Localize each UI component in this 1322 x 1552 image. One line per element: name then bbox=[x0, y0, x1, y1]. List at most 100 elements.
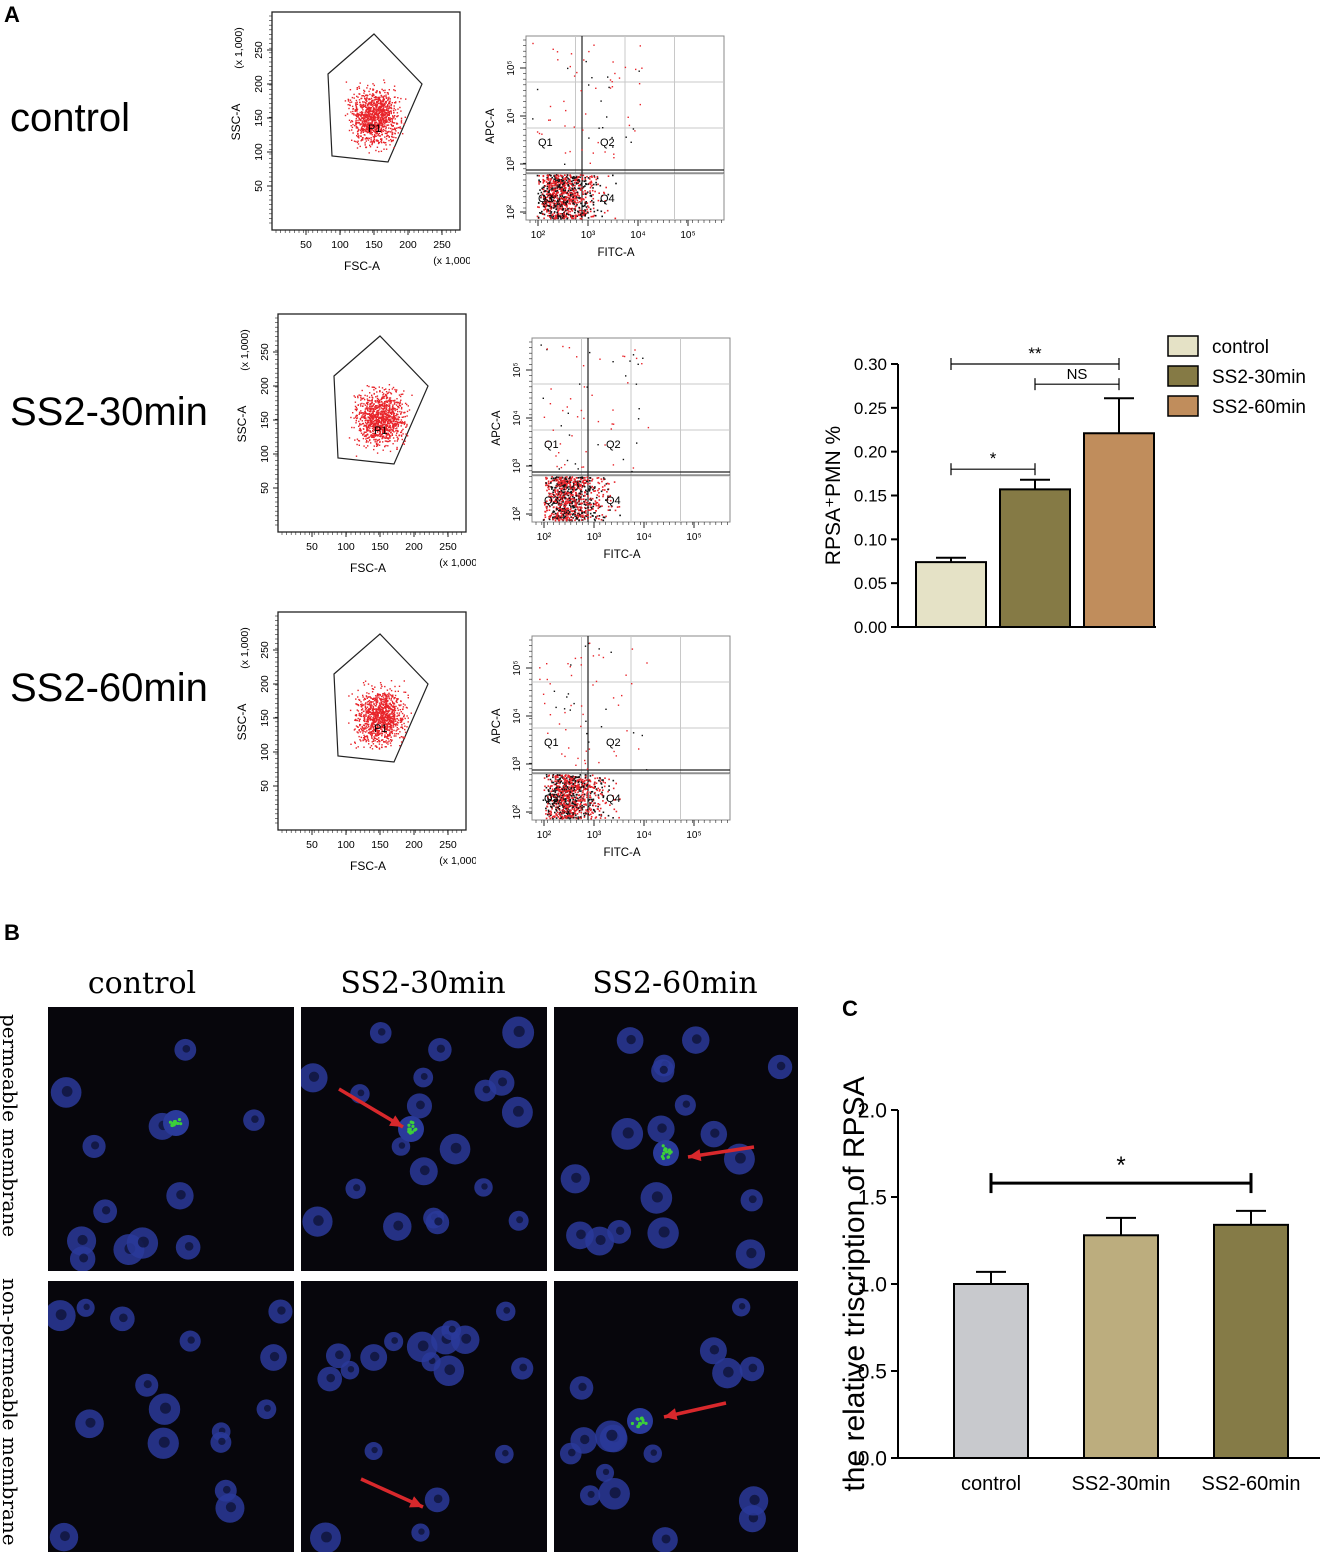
y-axis-label: APC-A bbox=[491, 708, 503, 743]
nucleus-core bbox=[398, 1142, 406, 1149]
rpsa-signal bbox=[409, 1120, 413, 1124]
nucleus bbox=[627, 1408, 653, 1434]
quadrant-label-q1: Q1 bbox=[538, 137, 553, 149]
y-tick-label: 200 bbox=[253, 75, 265, 93]
y-tick-label: 10³ bbox=[512, 458, 523, 473]
legend-swatch bbox=[1167, 365, 1199, 387]
micro-image-permeable-control bbox=[48, 1007, 294, 1271]
category-label: SS2-60min bbox=[1202, 1473, 1301, 1495]
scatter-events bbox=[344, 79, 407, 154]
nucleus-core bbox=[691, 1034, 702, 1044]
rpsa-signal bbox=[407, 1129, 411, 1134]
y-tick-label: 10² bbox=[512, 506, 523, 521]
nucleus-core bbox=[709, 1345, 720, 1355]
x-axis-label: FSC-A bbox=[344, 259, 380, 273]
nucleus-core bbox=[602, 1468, 610, 1476]
quadrant-events bbox=[540, 344, 650, 522]
rpsa-signal bbox=[168, 1120, 173, 1124]
nucleus-core bbox=[576, 1229, 586, 1240]
significance-label: ** bbox=[1028, 344, 1042, 363]
x-tick-label: 50 bbox=[306, 541, 318, 553]
y-tick-label: 0.5 bbox=[858, 1360, 887, 1383]
x-tick-label: 100 bbox=[337, 541, 355, 553]
y-tick-label: 150 bbox=[259, 709, 271, 727]
nucleus-core bbox=[158, 1436, 170, 1448]
nucleus-core bbox=[182, 1045, 191, 1053]
apc-fitc-quadrant-plot: Q1 Q2 Q3 Q4 10² 10³ 10⁴ 10⁵ 10² 10³ 10⁴ 10⁵ FITC-A AP… bbox=[491, 337, 731, 561]
y-tick-label: 10⁵ bbox=[512, 660, 523, 675]
flow-row-label-ss2-30min: SS2-30min bbox=[10, 390, 208, 434]
apc-fitc-quadrant-plot: Q1 Q2 Q3 Q4 10² 10³ 10⁴ 10⁵ 10² 10³ 10⁴ 10⁵ FITC-A AP… bbox=[485, 35, 725, 259]
x-tick-label: 150 bbox=[365, 239, 383, 251]
bar-SS2-30min bbox=[1083, 1234, 1159, 1459]
x-tick-label: 10⁵ bbox=[686, 532, 701, 543]
nucleus-core bbox=[187, 1336, 195, 1344]
nucleus-core bbox=[91, 1141, 100, 1150]
rpsa-signal bbox=[636, 1417, 640, 1422]
fsc-ssc-scatter-plot: P1 50 100 150 200 250 50 100 150 200 250 FSC-A (x 1,… bbox=[235, 313, 476, 575]
scatter-events bbox=[348, 680, 412, 750]
nucleus-core bbox=[225, 1502, 237, 1513]
y-tick-label: 150 bbox=[253, 109, 265, 127]
nucleus-core bbox=[749, 1494, 760, 1506]
y-tick-label: 10³ bbox=[506, 156, 517, 171]
y-tick-label: 10⁴ bbox=[512, 410, 523, 425]
nucleus-core bbox=[578, 1382, 587, 1392]
nucleus-core bbox=[420, 1073, 428, 1080]
rpsa-signal bbox=[668, 1151, 672, 1155]
significance-label: * bbox=[990, 449, 997, 468]
y-tick-label: 200 bbox=[259, 675, 271, 693]
nucleus-core bbox=[371, 1446, 378, 1454]
nucleus-core bbox=[159, 1402, 172, 1414]
y-tick-label: 0.0 bbox=[858, 1447, 887, 1470]
nucleus-core bbox=[595, 1234, 606, 1246]
nucleus-core bbox=[313, 1215, 324, 1226]
x-tick-label: 150 bbox=[371, 839, 389, 851]
fsc-ssc-scatter-plot: P1 50 100 150 200 250 50 100 150 200 250 FSC-A (x 1,… bbox=[235, 611, 476, 873]
nucleus-core bbox=[738, 1303, 746, 1310]
x-tick-label: 10⁴ bbox=[636, 532, 651, 543]
nucleus-core bbox=[661, 1534, 671, 1544]
gate-p1-polygon bbox=[333, 633, 429, 763]
rpsa-signal bbox=[661, 1144, 665, 1148]
quadrant-events bbox=[532, 42, 643, 220]
x-axis-scale: (x 1,000) bbox=[439, 855, 476, 867]
y-tick-label: 10⁴ bbox=[512, 708, 523, 723]
panel-label-b: B bbox=[4, 920, 20, 945]
panel-label-a: A bbox=[4, 2, 20, 27]
nucleus-core bbox=[393, 1220, 404, 1231]
x-tick-label: 10⁴ bbox=[636, 830, 651, 841]
category-label: SS2-30min bbox=[1072, 1473, 1171, 1495]
rpsa-signal bbox=[639, 1422, 643, 1426]
nucleus-core bbox=[436, 1044, 445, 1053]
nucleus-core bbox=[571, 1172, 582, 1183]
y-tick-label: 0.30 bbox=[854, 355, 887, 374]
nucleus-core bbox=[606, 1429, 618, 1441]
nucleus-core bbox=[748, 1363, 758, 1373]
nucleus-core bbox=[448, 1325, 456, 1333]
y-axis-label: RPSA⁺PMN % bbox=[822, 426, 845, 565]
x-tick-label: 10³ bbox=[587, 830, 602, 841]
nucleus-core bbox=[326, 1373, 336, 1383]
rpsa-signal bbox=[641, 1420, 645, 1424]
x-tick-label: 250 bbox=[433, 239, 451, 251]
y-tick-label: 10² bbox=[512, 804, 523, 819]
nucleus-core bbox=[735, 1152, 746, 1164]
pointer-arrowhead bbox=[664, 1408, 678, 1421]
nucleus-core bbox=[450, 1142, 462, 1154]
y-axis-label: the relative triscription of RPSA bbox=[838, 1076, 871, 1491]
nucleus-core bbox=[503, 1306, 511, 1314]
quadrant-label-q1: Q1 bbox=[544, 737, 559, 749]
y-tick-label: 0.25 bbox=[854, 399, 887, 418]
nucleus-core bbox=[482, 1085, 491, 1094]
nucleus-core bbox=[269, 1351, 280, 1362]
nucleus-core bbox=[776, 1061, 786, 1071]
nucleus-core bbox=[277, 1306, 286, 1315]
x-tick-label: 50 bbox=[300, 239, 312, 251]
pointer-arrowhead bbox=[688, 1149, 702, 1162]
gate-p1-polygon bbox=[333, 335, 429, 465]
y-tick-label: 10⁴ bbox=[506, 108, 517, 123]
rpsa-signal bbox=[173, 1119, 177, 1124]
micro-image-non-permeable-control bbox=[48, 1281, 294, 1552]
nucleus-core bbox=[512, 1105, 524, 1117]
